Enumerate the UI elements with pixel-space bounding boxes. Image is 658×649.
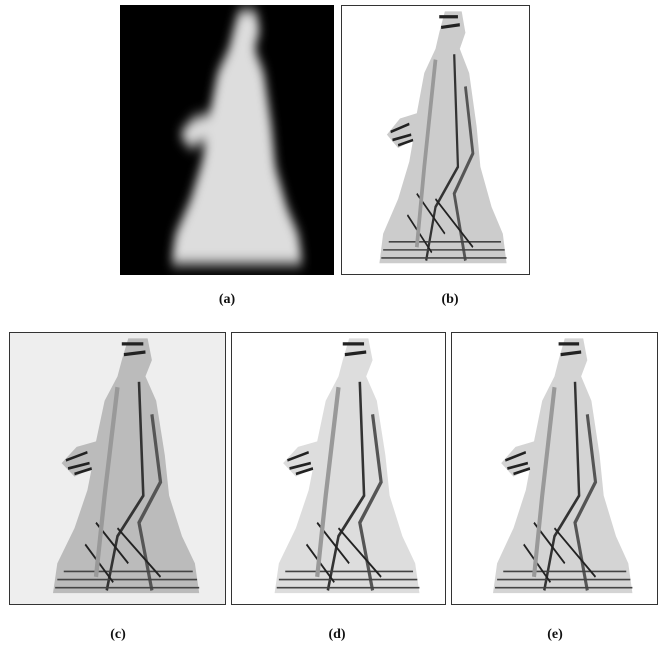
panel-b-image [341, 5, 530, 275]
figure-page: (a) (b) (c) (d) (e) (() => { const data … [0, 0, 658, 649]
silhouette [120, 5, 334, 275]
panel-d-image [231, 332, 446, 605]
silhouette [10, 333, 225, 604]
silhouette [342, 6, 529, 274]
silhouette [232, 333, 445, 604]
silhouette [452, 333, 657, 604]
panel-e-image [451, 332, 658, 605]
panel-a-image [120, 5, 334, 275]
panel-c-image [9, 332, 226, 605]
caption-d: (d) [328, 627, 345, 643]
caption-e: (e) [547, 627, 563, 643]
caption-b: (b) [441, 292, 458, 308]
caption-a: (a) [219, 292, 235, 308]
caption-c: (c) [110, 627, 126, 643]
